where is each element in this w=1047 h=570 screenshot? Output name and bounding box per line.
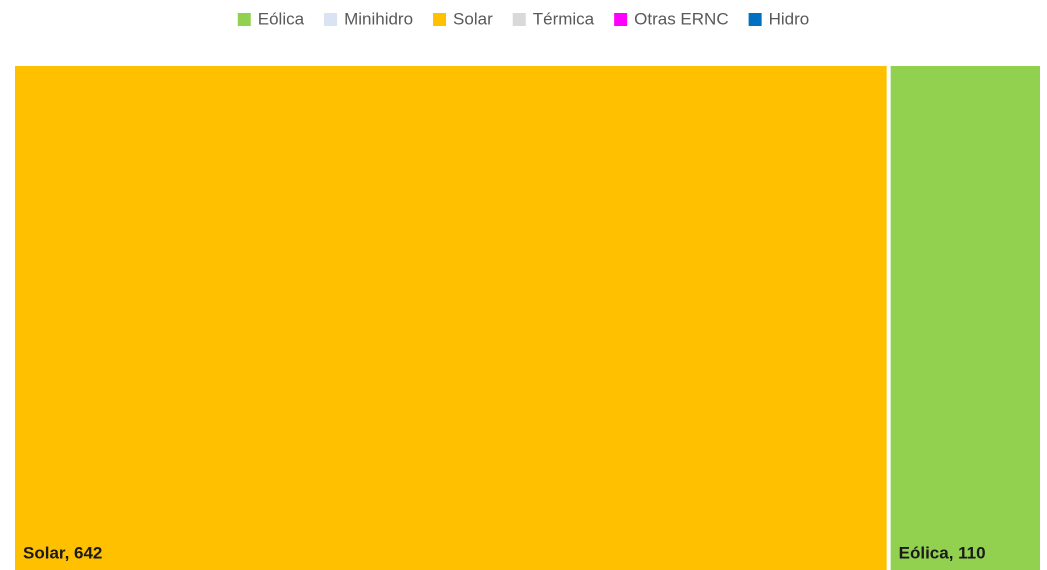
legend-label: Hidro — [769, 9, 810, 28]
legend-swatch — [324, 13, 338, 26]
legend-label: Solar — [453, 9, 493, 28]
legend-swatch — [614, 13, 628, 26]
data-label: Solar, 642 — [23, 543, 102, 562]
legend: Eólica Minihidro Solar Térmica Otras ERNC Hid… — [237, 9, 810, 28]
legend-label: Otras ERNC — [634, 9, 728, 28]
legend-label: Eólica — [258, 9, 305, 28]
data-label: Eólica, 110 — [899, 543, 986, 562]
treemap-tile — [15, 66, 887, 570]
legend-swatch — [512, 13, 526, 26]
legend-label: Térmica — [533, 9, 595, 28]
treemap-tile — [890, 66, 1040, 570]
legend-swatch — [433, 13, 447, 26]
legend-swatch — [748, 13, 762, 26]
legend-label: Minihidro — [344, 9, 413, 28]
legend-swatch — [237, 13, 251, 26]
